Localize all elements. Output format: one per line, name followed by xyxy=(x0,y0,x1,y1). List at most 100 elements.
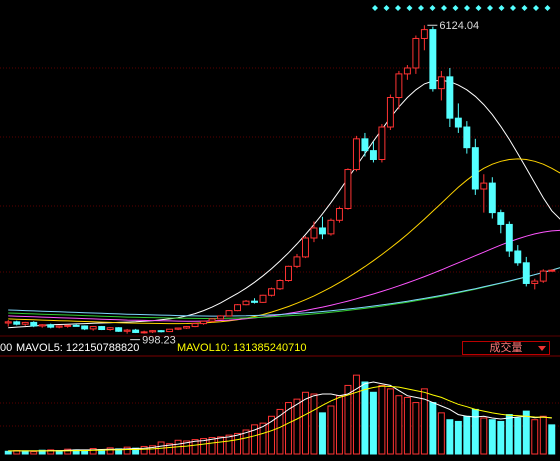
candle-up xyxy=(225,310,233,317)
volume-bar-down xyxy=(446,419,454,455)
candle-down xyxy=(505,223,513,252)
candle-down xyxy=(446,76,454,119)
candle-down xyxy=(13,321,21,325)
volume-bar-up xyxy=(217,436,225,455)
dropdown-arrow-icon xyxy=(538,346,546,351)
mavol10-legend: MAVOL10: 131385240710 xyxy=(177,342,307,354)
volume-bar-up xyxy=(30,451,38,455)
top-marker-diamond xyxy=(395,5,401,11)
volume-bar-up xyxy=(140,445,148,455)
top-marker-diamond xyxy=(510,5,516,11)
candle-up xyxy=(166,328,174,333)
candle-down xyxy=(488,182,496,214)
volume-bar-down xyxy=(522,410,530,455)
volume-bar-up xyxy=(285,402,292,455)
candle-up xyxy=(4,321,12,324)
candle-down xyxy=(514,250,522,264)
volume-bar-up xyxy=(302,391,309,455)
volume-bar-up xyxy=(403,396,411,455)
top-marker-diamond xyxy=(533,5,539,11)
low-price-label: 998.23 xyxy=(142,335,176,347)
volume-bar-up xyxy=(251,424,258,455)
volume-bar-up xyxy=(480,417,488,455)
volume-bar-up xyxy=(191,439,199,455)
price-ma-line-2 xyxy=(8,158,560,325)
candle-up xyxy=(149,330,157,333)
top-marker-diamond xyxy=(498,5,505,11)
candle-down xyxy=(30,321,38,327)
candle-up xyxy=(302,237,309,258)
price-ma-line-4 xyxy=(8,267,560,319)
top-marker-diamond xyxy=(521,5,528,11)
candle-up xyxy=(217,315,225,320)
volume-bar-up xyxy=(268,415,275,455)
volume-bar-down xyxy=(497,420,505,455)
candle-up xyxy=(55,325,63,328)
top-marker-diamond xyxy=(487,5,493,11)
candle-down xyxy=(47,324,55,328)
volume-bar-up xyxy=(200,438,208,455)
volume-bar-up xyxy=(310,393,318,455)
top-marker-diamond xyxy=(429,5,436,11)
volume-bar-up xyxy=(225,434,233,455)
high-price-label: 6124.04 xyxy=(439,20,479,32)
candle-up xyxy=(531,280,539,284)
volume-bar-down xyxy=(505,414,513,455)
candle-up xyxy=(268,288,275,296)
volume-bar-down xyxy=(514,417,522,455)
candle-up xyxy=(344,169,352,209)
candle-down xyxy=(115,327,123,332)
candle-up xyxy=(403,67,411,75)
volume-bar-down xyxy=(548,424,556,455)
price-ma-line-3 xyxy=(8,229,560,322)
candle-up xyxy=(539,270,547,282)
candle-up xyxy=(191,323,199,328)
volume-bar-down xyxy=(81,450,89,455)
candle-up xyxy=(548,269,556,272)
candle-down xyxy=(98,326,106,331)
candle-up xyxy=(293,256,301,267)
top-marker-diamond xyxy=(418,5,424,11)
volume-bar-up xyxy=(293,398,301,455)
candle-down xyxy=(157,330,165,333)
volume-bar-up xyxy=(234,432,242,455)
volume-bar-down xyxy=(369,391,377,455)
candle-up xyxy=(106,327,114,331)
volume-bar-up xyxy=(344,384,352,455)
top-marker-diamond xyxy=(372,5,378,11)
candle-up xyxy=(21,321,29,325)
candle-up xyxy=(310,227,318,239)
volume-bar-up xyxy=(412,402,420,455)
candle-down xyxy=(522,262,530,284)
candle-up xyxy=(140,331,148,334)
candle-up xyxy=(208,318,216,322)
candle-up xyxy=(123,329,131,332)
top-marker-diamond xyxy=(464,5,470,11)
top-marker-diamond xyxy=(383,5,390,11)
volume-indicator-label: 成交量 xyxy=(489,342,523,354)
price-ma-line-5 xyxy=(8,267,560,317)
volume-bar-up xyxy=(208,437,216,455)
top-marker-diamond xyxy=(441,5,447,11)
candle-up xyxy=(437,76,445,90)
volume-bar-down xyxy=(318,412,326,455)
candle-up xyxy=(335,207,343,221)
candle-up xyxy=(480,182,488,190)
candle-down xyxy=(454,117,462,128)
volume-bar-up xyxy=(335,395,343,455)
mavol5-legend: MAVOL5: 122150788820 xyxy=(16,342,140,354)
candle-down xyxy=(361,138,369,152)
volume-bar-up xyxy=(386,388,394,455)
candle-up xyxy=(242,300,250,306)
volume-bar-up xyxy=(64,448,72,455)
volume-bar-down xyxy=(471,408,479,455)
volume-indicator-select[interactable]: 成交量 xyxy=(462,341,550,355)
volume-legend: 00 MAVOL5: 122150788820 MAVOL10: 1313852… xyxy=(0,340,560,356)
volume-bar-up xyxy=(276,408,284,455)
candle-up xyxy=(395,73,403,99)
candle-up xyxy=(285,265,292,282)
volume-bar-up xyxy=(395,395,403,455)
candle-down xyxy=(318,227,326,235)
